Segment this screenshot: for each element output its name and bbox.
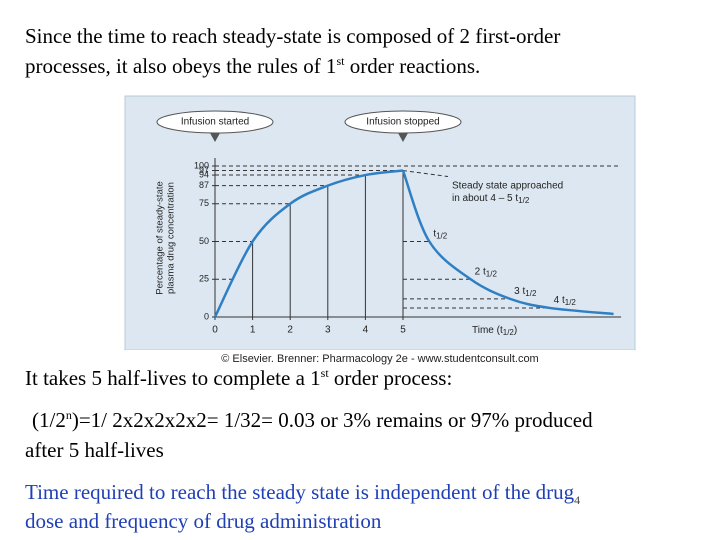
text-line: Time required to reach the steady state …: [25, 480, 580, 508]
text-line: (1/2n)=1/ 2x2x2x2x2= 1/32= 0.03 or 3% re…: [32, 408, 593, 433]
text: processes, it also obeys the rules of 1: [25, 54, 337, 78]
annotation: in about 4 – 5 t1/2: [452, 193, 530, 205]
text: It takes 5 half-lives to complete a 1: [25, 366, 321, 390]
decay-label: 3 t1/2: [514, 286, 537, 298]
y-tick-label: 100: [194, 160, 209, 170]
text: Time required to reach the steady state …: [25, 480, 575, 504]
x-tick-label: 0: [212, 325, 218, 336]
callout-arrow: [398, 133, 408, 142]
x-tick-label: 5: [400, 325, 406, 336]
text: )=1/ 2x2x2x2x2= 1/32= 0.03 or 3% remains…: [71, 408, 593, 432]
x-tick-label: 2: [287, 325, 293, 336]
y-tick-label: 75: [199, 198, 209, 208]
sub: 1/2: [518, 196, 530, 205]
callout-arrow: [210, 133, 220, 142]
sup: st: [320, 366, 329, 380]
sub: 1/2: [565, 298, 577, 307]
figure-background: [124, 95, 636, 351]
x-axis-label: Time (t1/2): [472, 325, 517, 337]
text: ): [514, 325, 517, 336]
sub: 1/2: [525, 289, 537, 298]
text-line: Since the time to reach steady-state is …: [25, 24, 561, 48]
text: order process:: [328, 366, 453, 390]
x-tick-label: 1: [250, 325, 256, 336]
text-line: processes, it also obeys the rules of 1s…: [25, 54, 480, 79]
text: order reactions.: [344, 54, 481, 78]
credit: © Elsevier. Brenner: Pharmacology 2e - w…: [221, 353, 538, 365]
rise-curve: [213, 169, 404, 318]
text: Time (t: [472, 325, 503, 336]
text: in about 4 – 5 t: [452, 193, 518, 204]
sub: 1/2: [503, 328, 515, 337]
y-tick-label: 94: [199, 169, 209, 179]
y-axis-label: plasma drug concentration: [166, 182, 177, 294]
x-tick-label: 3: [325, 325, 331, 336]
callout-label: Infusion stopped: [366, 117, 439, 128]
y-tick-label: 87: [199, 180, 209, 190]
y-tick-label: 97: [199, 165, 209, 175]
callout-label: Infusion started: [181, 117, 249, 128]
text: 3 t: [514, 286, 525, 297]
sup: st: [336, 54, 345, 68]
slide-number: 4: [574, 493, 581, 508]
sub: 1/2: [436, 232, 448, 241]
text-line: It takes 5 half-lives to complete a 1st …: [25, 366, 452, 391]
y-tick-label: 0: [204, 311, 209, 321]
annotation: Steady state approached: [452, 181, 563, 192]
sup: n: [65, 408, 72, 422]
text-line: dose and frequency of drug administratio…: [25, 509, 382, 533]
y-tick-label: 25: [199, 274, 209, 284]
decay-label: 4 t1/2: [554, 295, 577, 307]
decay-curve: [401, 170, 614, 316]
decay-label: 2 t1/2: [475, 266, 498, 278]
text: (1/2: [32, 408, 66, 432]
decay-label: t1/2: [433, 228, 447, 240]
annotation-line: [402, 170, 449, 178]
y-axis-label: Percentage of steady-state: [155, 181, 166, 295]
text: t: [433, 228, 436, 239]
text: 2 t: [475, 266, 486, 277]
text-line: after 5 half-lives: [25, 438, 164, 462]
credit-strip: [125, 350, 635, 366]
y-tick-label: 50: [199, 236, 209, 246]
text: 4 t: [554, 295, 565, 306]
x-tick-label: 4: [363, 325, 369, 336]
sub: 1/2: [486, 269, 498, 278]
